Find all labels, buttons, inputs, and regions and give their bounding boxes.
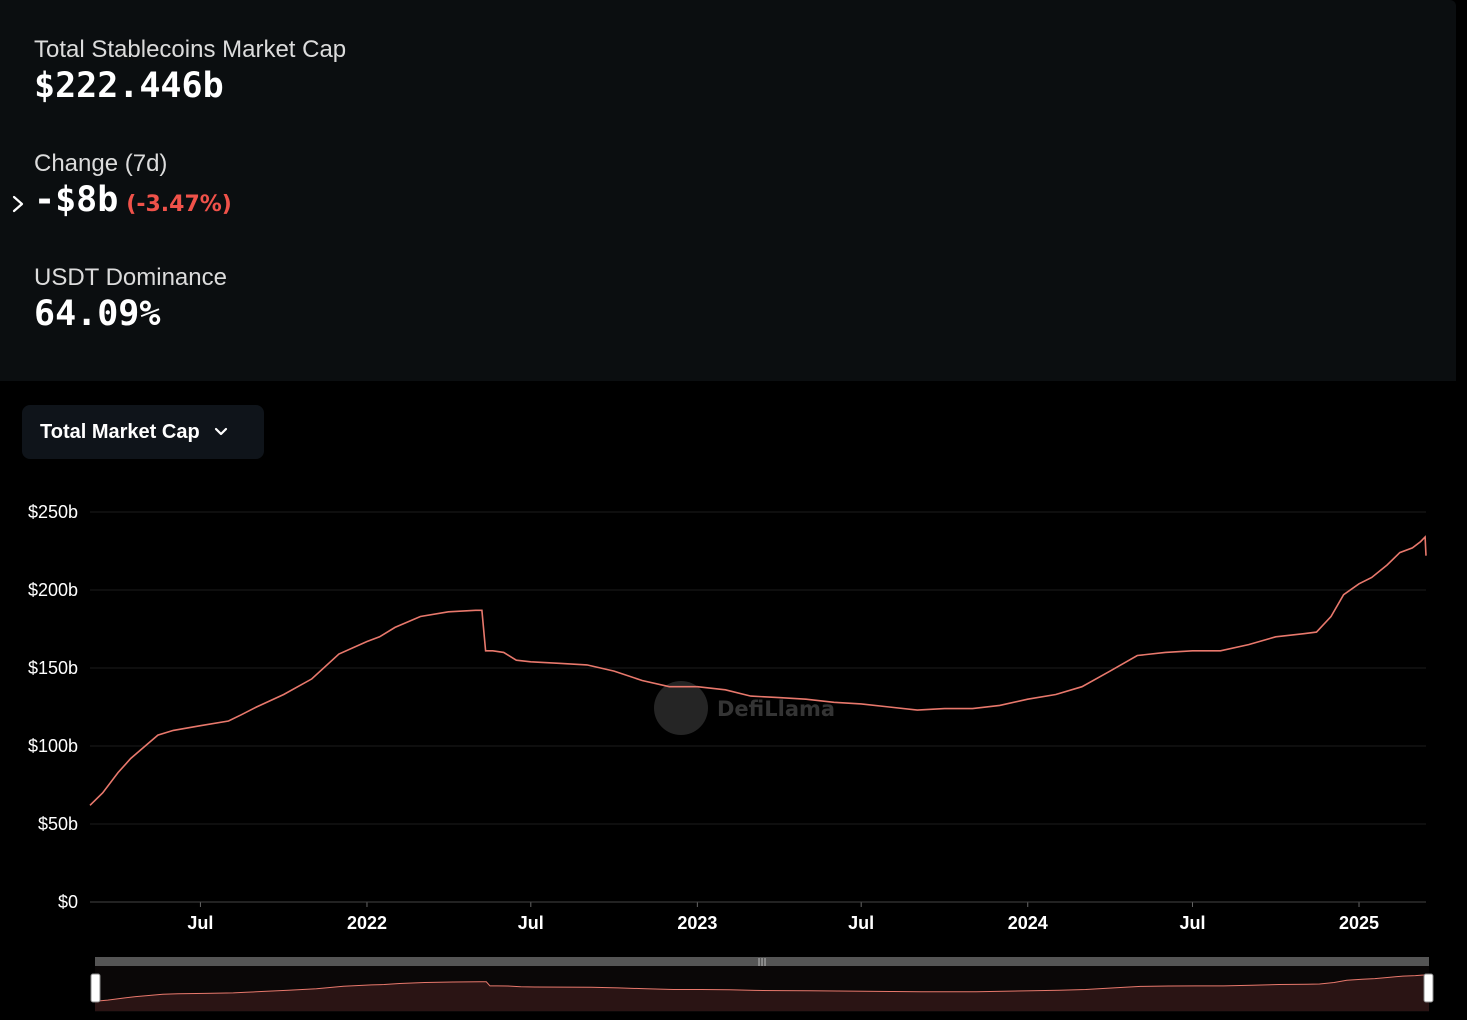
x-tick-label: Jul <box>1179 913 1205 933</box>
brush-left-handle[interactable] <box>90 973 101 1003</box>
x-tick-label: 2024 <box>1008 913 1048 933</box>
chevron-right-icon[interactable] <box>10 193 26 215</box>
y-tick-label: $250b <box>28 502 78 522</box>
grid-lines <box>90 511 1426 825</box>
grip-icon: ||| <box>757 958 766 968</box>
watermark: DefiLlama <box>654 681 835 735</box>
y-tick-label: $50b <box>38 814 78 834</box>
brush-line <box>94 973 1430 1002</box>
dominance-stat: USDT Dominance 64.09% <box>34 264 227 336</box>
market-cap-label: Total Stablecoins Market Cap <box>34 36 347 63</box>
x-tick-label: Jul <box>187 913 213 933</box>
series-line <box>89 535 1427 806</box>
x-tick-label: 2025 <box>1339 913 1379 933</box>
brush-right-handle[interactable] <box>1423 973 1434 1003</box>
chevron-down-icon <box>214 427 227 436</box>
stats-panel: Total Stablecoins Market Cap $222.446b C… <box>0 0 1456 381</box>
dominance-label: USDT Dominance <box>34 264 227 291</box>
change-label: Change (7d) <box>34 150 168 177</box>
brush-area <box>95 974 1429 1011</box>
market-cap-stat: Total Stablecoins Market Cap $222.446b <box>34 36 346 108</box>
range-brush[interactable]: ||| <box>90 957 1434 1012</box>
market-cap-value: $222.446b <box>34 66 224 106</box>
y-tick-label: $150b <box>28 658 78 678</box>
dropdown-label: Total Market Cap <box>40 420 200 443</box>
change-percent: (-3.47%) <box>126 192 232 217</box>
change-stat: Change (7d) -$8b (-3.47%) <box>34 150 232 227</box>
x-tick-label: Jul <box>518 913 544 933</box>
dominance-value: 64.09% <box>34 294 161 334</box>
y-axis: $0 $50b $100b $150b $200b $250b <box>28 502 78 912</box>
llama-logo-icon <box>654 681 708 735</box>
x-tick-label: 2022 <box>347 913 387 933</box>
x-tick-label: Jul <box>848 913 874 933</box>
market-cap-chart: DefiLlama $0 $50b $100b $150b $200b $250b Jul… <box>28 502 1434 1012</box>
brush-handle-bar[interactable] <box>95 957 1429 966</box>
chart-type-dropdown[interactable]: Total Market Cap <box>22 405 264 459</box>
change-row: -$8b (-3.47%) <box>34 178 232 227</box>
y-tick-label: $100b <box>28 736 78 756</box>
change-value: -$8b <box>34 180 119 220</box>
y-tick-label: $200b <box>28 580 78 600</box>
x-axis: Jul 2022 Jul 2023 Jul 2024 Jul 2025 <box>187 902 1379 933</box>
x-tick-label: 2023 <box>677 913 717 933</box>
y-tick-label: $0 <box>58 892 78 912</box>
